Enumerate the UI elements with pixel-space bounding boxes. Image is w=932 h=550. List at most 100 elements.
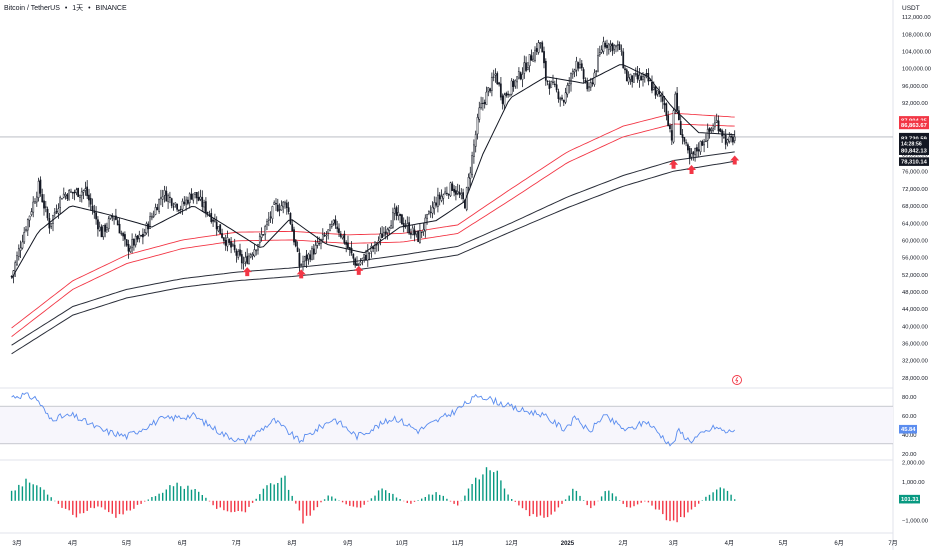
oscillator-bar (100, 500, 103, 508)
oscillator-bar (352, 500, 355, 507)
candle (681, 134, 684, 138)
oscillator-bar (305, 500, 308, 516)
candle (446, 192, 448, 195)
candle (564, 92, 567, 103)
candle (10, 275, 13, 278)
oscillator-bar (428, 494, 430, 501)
oscillator-value-label: 101.31 (901, 497, 920, 503)
candle (656, 90, 659, 95)
oscillator-bar (313, 500, 315, 511)
candle (131, 239, 134, 249)
candle (474, 134, 477, 147)
candle (336, 226, 339, 230)
oscillator-bar (205, 497, 207, 501)
candle (467, 177, 470, 188)
price-tick-label: 96,000.00 (902, 84, 928, 90)
interval-label[interactable]: 1天 (72, 5, 84, 12)
currency-label[interactable]: USDT (902, 5, 920, 12)
candle (312, 248, 315, 255)
oscillator-bar (115, 500, 117, 518)
candle (300, 264, 303, 266)
candle (330, 223, 333, 227)
oscillator-bar (133, 500, 135, 509)
candle (57, 208, 60, 214)
oscillator-bar (144, 500, 146, 502)
oscillator-bar (50, 497, 52, 501)
price-label-badge (899, 146, 929, 155)
candle (604, 42, 607, 48)
oscillator-bar (604, 491, 606, 501)
candle (634, 73, 637, 75)
candle (620, 50, 623, 52)
candle (106, 227, 108, 231)
price-tick-label: 28,000.00 (902, 376, 928, 382)
envelope-dark-lower (11, 160, 735, 355)
candle (341, 235, 344, 239)
oscillator-bar (647, 500, 650, 503)
candle (622, 51, 625, 69)
candle (629, 73, 632, 80)
candle (672, 110, 675, 143)
candle (606, 44, 608, 49)
oscillator-bar (334, 498, 337, 501)
candle (280, 205, 283, 211)
candle (699, 141, 702, 153)
oscillator-bar (694, 500, 696, 507)
candle (719, 129, 722, 132)
candle (34, 201, 36, 204)
candle (352, 253, 355, 259)
candle (723, 134, 725, 138)
candle (206, 212, 209, 214)
candle (230, 241, 232, 248)
rsi-tick-label: 20.00 (902, 452, 917, 458)
candle (674, 93, 677, 110)
oscillator-bar (158, 493, 160, 501)
price-label-badge (899, 157, 929, 166)
candle (75, 189, 78, 193)
candle (183, 201, 186, 205)
oscillator-bar (712, 492, 714, 501)
oscillator-bar (237, 500, 239, 511)
candle (179, 209, 182, 211)
oscillator-bar (586, 500, 588, 506)
candle (201, 197, 204, 207)
candle (100, 226, 103, 238)
candle (125, 239, 128, 246)
oscillator-bar (636, 500, 639, 505)
price-label-text: 14:28:56 (901, 141, 922, 147)
candle (420, 231, 423, 234)
candle (591, 82, 594, 84)
candle (512, 80, 515, 87)
oscillator-bar (21, 486, 24, 501)
alert-icon[interactable] (732, 375, 742, 385)
candle (169, 196, 171, 198)
time-tick-label: 9月 (343, 540, 352, 547)
candle (339, 233, 342, 237)
price-tick-label: 68,000.00 (902, 204, 928, 210)
candle (422, 229, 425, 232)
symbol-name[interactable]: Bitcoin / TetherUS (4, 5, 60, 12)
candle (276, 204, 279, 212)
candle (21, 241, 24, 249)
oscillator-bar (439, 494, 441, 501)
candle (161, 196, 164, 200)
oscillator-bar (118, 500, 121, 515)
oscillator-bar (323, 499, 326, 501)
candle (116, 220, 119, 226)
candle (246, 255, 249, 264)
candle (102, 225, 105, 238)
candle (309, 254, 312, 260)
oscillator-bar (475, 477, 477, 501)
oscillator-bar (198, 491, 200, 501)
candle (687, 144, 689, 151)
candle (679, 121, 682, 135)
oscillator-bar (154, 496, 157, 501)
signal-arrow-icon (669, 159, 679, 169)
oscillator-bar (273, 484, 275, 501)
oscillator-bar (514, 500, 516, 502)
oscillator-bar (18, 484, 20, 501)
oscillator-bar (165, 489, 167, 501)
candle (589, 82, 592, 88)
candle (316, 242, 319, 246)
